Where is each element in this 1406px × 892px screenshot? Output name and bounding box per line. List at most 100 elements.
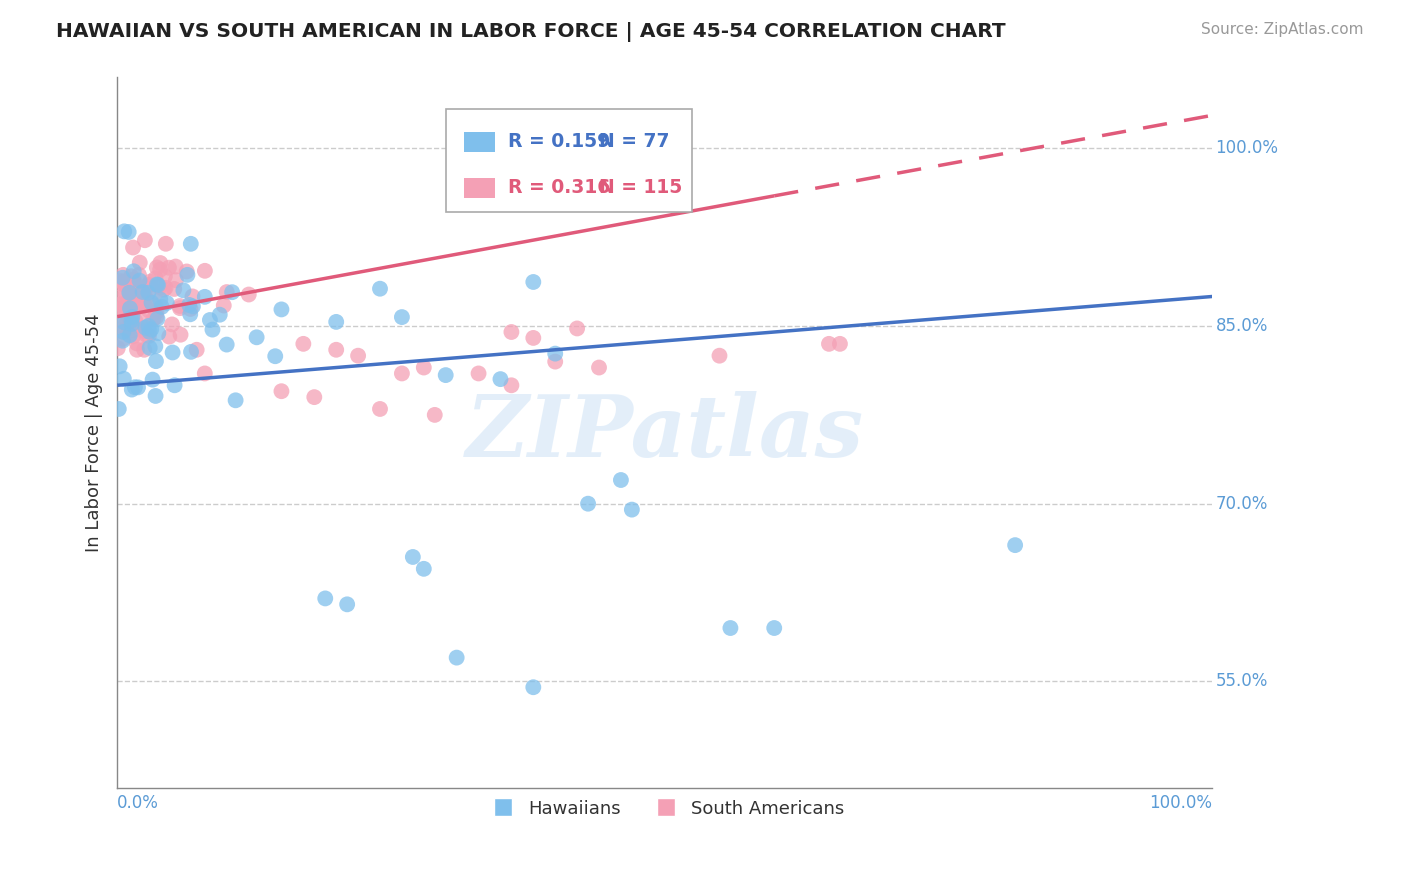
Point [138,341,160,355]
Point [145,354,167,368]
Point [544,354,567,368]
Point [176,268,198,282]
Point [163,378,186,392]
Point [128,286,150,301]
Point [107,276,129,290]
Point [122,284,145,298]
Point [134,298,156,312]
Point [145,389,167,403]
Bar [464,178,495,198]
Point [115,308,138,322]
Text: 100.0%: 100.0% [1216,139,1278,158]
Point [139,275,162,289]
Point [120,277,142,291]
Point [314,591,336,606]
Text: 55.0%: 55.0% [1216,673,1268,690]
Point [501,325,523,339]
Text: 85.0%: 85.0% [1216,317,1268,335]
Point [368,401,391,416]
Point [118,290,141,304]
Point [145,305,167,319]
Point [138,318,160,333]
Point [122,264,145,278]
Point [111,270,134,285]
Text: ZIPatlas: ZIPatlas [465,391,863,475]
Point [588,360,610,375]
Point [118,321,141,335]
Point [153,269,176,284]
Point [412,360,434,375]
Point [125,336,148,351]
Point [138,325,160,339]
Point [157,329,180,343]
Point [131,321,153,335]
Point [107,303,129,318]
Point [114,286,136,301]
Point [162,345,184,359]
Point [115,321,138,335]
Point [620,502,643,516]
Text: N = 115: N = 115 [599,178,682,197]
Point [270,384,292,399]
Point [145,310,167,324]
Point [108,359,131,374]
Point [132,299,155,313]
Point [176,264,198,278]
Point [146,277,169,292]
Point [467,367,489,381]
Point [110,297,132,311]
Point [150,300,173,314]
Point [165,273,187,287]
Point [153,283,176,297]
Text: 70.0%: 70.0% [1216,495,1268,513]
Point [122,329,145,343]
Point [115,301,138,315]
Point [148,326,170,341]
Point [446,650,468,665]
Point [107,401,129,416]
Point [544,346,567,360]
Point [145,285,167,299]
Point [201,323,224,337]
Point [186,343,208,357]
Point [132,297,155,311]
Point [127,281,149,295]
Point [146,260,169,275]
Point [135,328,157,343]
Point [325,315,347,329]
Point [194,290,217,304]
Point [114,274,136,288]
Point [169,301,191,315]
Point [215,337,238,351]
Point [105,318,128,333]
Point [115,317,138,331]
Point [828,336,851,351]
Point [391,310,413,324]
Point [391,367,413,381]
Point [149,262,172,277]
Point [124,380,146,394]
Point [194,367,217,381]
Point [112,315,135,329]
Point [117,278,139,293]
Point [818,336,841,351]
Point [225,393,247,408]
Point [141,295,163,310]
Point [576,497,599,511]
Point [118,285,141,300]
Point [336,598,359,612]
Text: 0.0%: 0.0% [117,794,159,812]
Point [142,373,165,387]
Point [215,285,238,299]
Point [180,236,202,251]
Point [124,276,146,290]
Point [112,372,135,386]
Point [134,343,156,357]
Point [368,282,391,296]
Point [149,256,172,270]
Point [122,273,145,287]
Point [112,268,135,282]
Point [138,303,160,318]
FancyBboxPatch shape [446,110,692,212]
Legend: Hawaiians, South Americans: Hawaiians, South Americans [478,793,852,825]
